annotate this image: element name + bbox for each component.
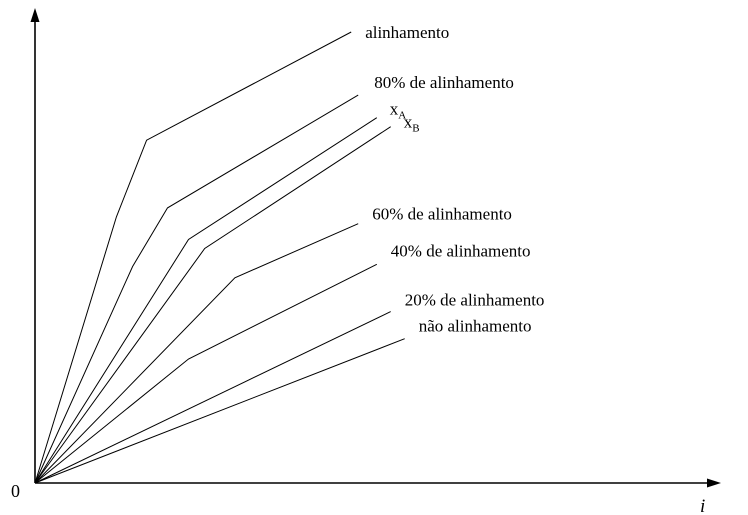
series-line-2 (34, 117, 378, 484)
series-label-subscript-2: A (398, 110, 406, 122)
series-line-0 (34, 31, 352, 484)
series-label-text-5: 40% de alinhamento (391, 241, 531, 260)
series-line-6 (34, 311, 391, 484)
series-group (34, 31, 405, 484)
x-axis-label: i (700, 496, 705, 515)
series-label-text-1: 80% de alinhamento (374, 73, 514, 92)
series-label-2: xA (390, 100, 407, 122)
series-label-6: 20% de alinhamento (405, 291, 545, 310)
series-label-text-0: alinhamento (365, 23, 449, 42)
series-label-4: 60% de alinhamento (372, 205, 512, 224)
series-label-3: xB (404, 113, 420, 135)
y-axis-arrow-icon (30, 8, 40, 22)
series-label-text-7: não alinhamento (419, 317, 532, 336)
axes: 0 i (11, 8, 721, 515)
series-line-4 (34, 223, 359, 484)
series-label-text-2: x (390, 100, 399, 119)
series-line-3 (34, 126, 391, 484)
series-label-subscript-3: B (412, 123, 419, 135)
x-axis-arrow-icon (707, 478, 721, 488)
origin-label: 0 (11, 481, 20, 501)
series-label-text-6: 20% de alinhamento (405, 291, 545, 310)
series-label-5: 40% de alinhamento (391, 241, 531, 260)
series-label-0: alinhamento (365, 23, 449, 42)
series-line-7 (34, 338, 405, 484)
series-label-text-4: 60% de alinhamento (372, 205, 512, 224)
series-line-5 (34, 263, 378, 484)
series-line-1 (34, 94, 359, 484)
series-label-text-3: x (404, 113, 413, 132)
series-label-1: 80% de alinhamento (374, 73, 514, 92)
series-label-7: não alinhamento (419, 317, 532, 336)
